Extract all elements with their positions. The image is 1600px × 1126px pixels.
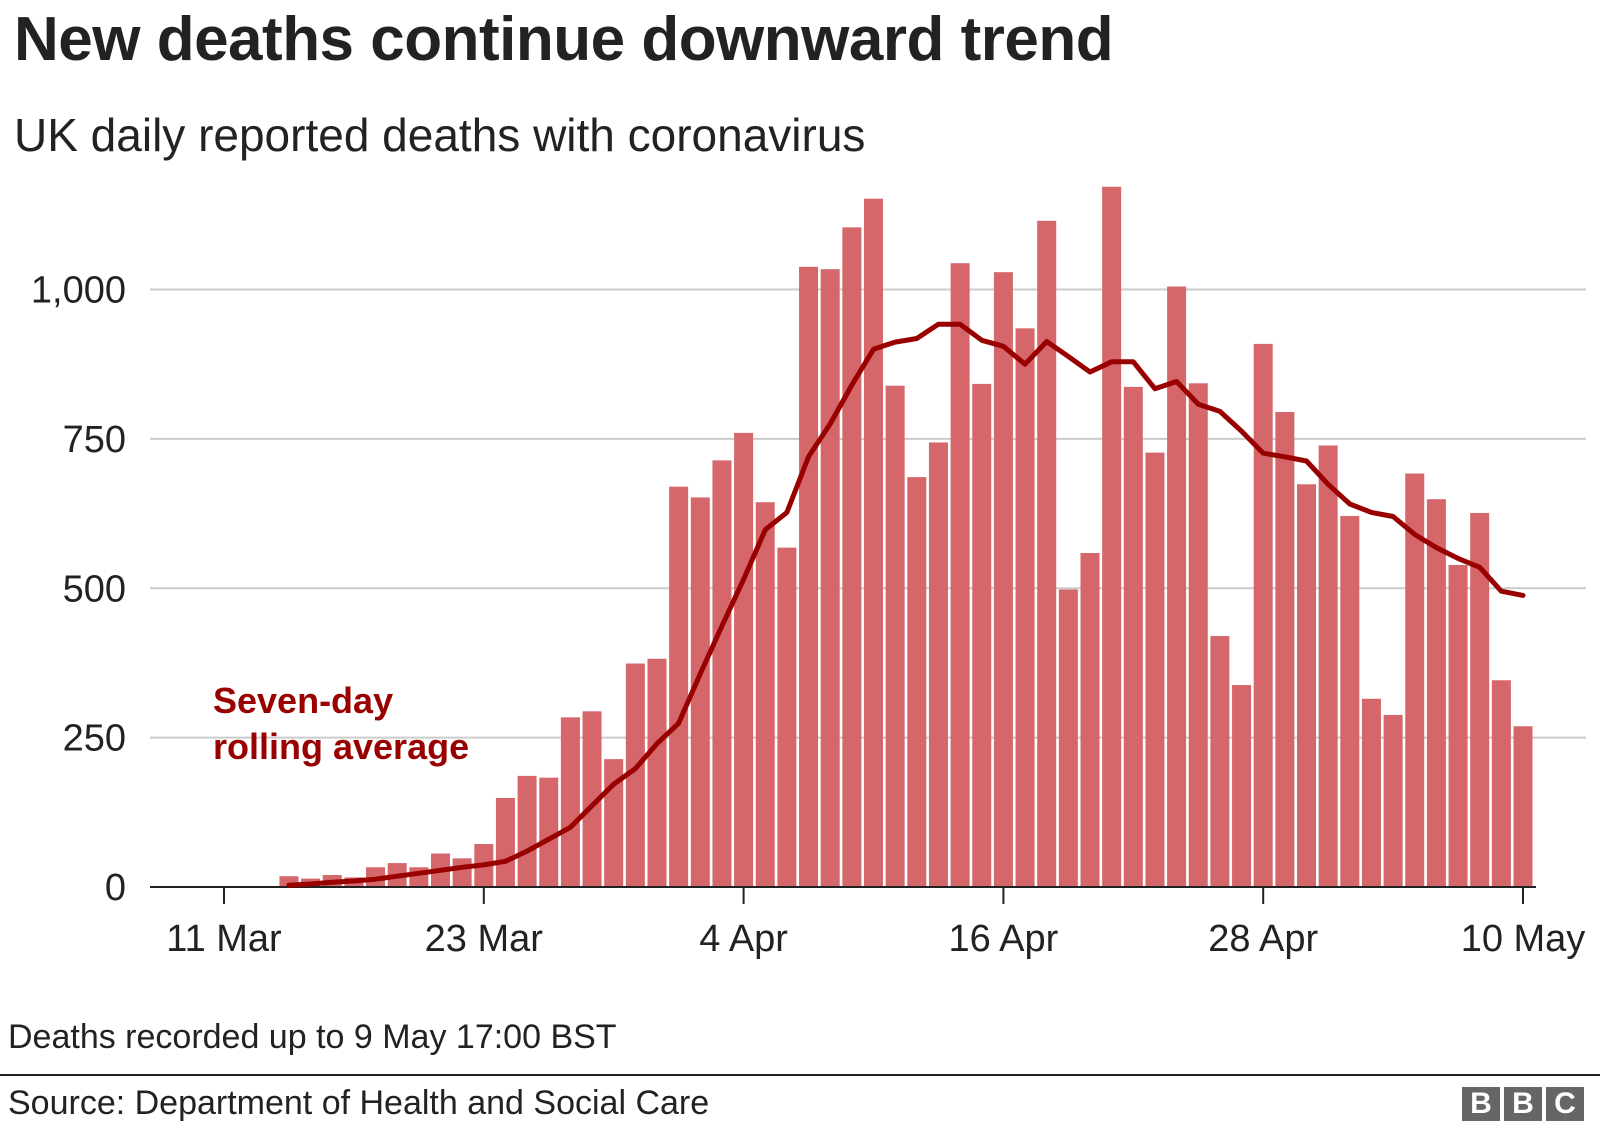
footer-divider (0, 1074, 1600, 1076)
bar (1210, 636, 1230, 887)
bar (1167, 286, 1187, 887)
bar (1123, 386, 1143, 887)
rolling-average-series (286, 321, 1526, 888)
bar (864, 198, 883, 887)
bbc-logo: B B C (1462, 1087, 1584, 1121)
bar (1491, 680, 1511, 887)
bar (1426, 499, 1446, 887)
source-credit: Source: Department of Health and Social … (8, 1084, 710, 1122)
bar (1232, 685, 1252, 887)
bar (1015, 328, 1035, 887)
bar (669, 486, 689, 887)
bar (1383, 714, 1403, 887)
bar (972, 383, 992, 887)
x-tick-label: 23 Mar (425, 918, 544, 960)
bar (1275, 411, 1295, 887)
bar (820, 269, 840, 887)
x-tick-label: 10 May (1461, 918, 1586, 960)
bar (690, 497, 710, 887)
bar (842, 227, 862, 888)
bbc-logo-block: B (1462, 1087, 1500, 1121)
x-tick-label: 28 Apr (1208, 918, 1318, 960)
bar (279, 876, 299, 887)
rolling-average-annotation: Seven-day rolling average (213, 680, 469, 767)
bar (1340, 515, 1360, 887)
bar (1253, 343, 1273, 887)
bar (1188, 383, 1208, 887)
bar (625, 663, 645, 887)
bar (1361, 698, 1381, 887)
bar (1145, 452, 1165, 887)
bar (907, 477, 927, 887)
y-tick-label: 500 (63, 568, 126, 610)
bar (1470, 512, 1490, 887)
bar (712, 460, 732, 887)
bar (647, 658, 667, 887)
x-tick-label: 11 Mar (166, 918, 282, 960)
chart-subtitle: UK daily reported deaths with coronaviru… (14, 109, 866, 161)
chart-title: New deaths continue downward trend (14, 5, 1114, 74)
chart-plot: 0 250 500 750 1,000 11 Mar 23 Mar 4 Apr 16 Apr 28… (31, 186, 1586, 961)
y-tick-label: 0 (105, 867, 126, 909)
bbc-logo-block: B (1504, 1087, 1542, 1121)
bar (560, 717, 580, 887)
bbc-logo-block: C (1546, 1087, 1584, 1121)
bar (1318, 445, 1338, 887)
y-tick-label: 1,000 (31, 270, 126, 312)
bar (539, 777, 559, 887)
x-tick-label: 16 Apr (948, 918, 1058, 960)
bar (777, 547, 797, 887)
bar (452, 858, 472, 887)
bar (1080, 552, 1100, 887)
bar (928, 442, 948, 887)
bar (799, 266, 819, 887)
bar (1297, 484, 1316, 887)
bar-series (279, 186, 1533, 888)
bar (1448, 564, 1468, 887)
footnote: Deaths recorded up to 9 May 17:00 BST (8, 1018, 617, 1056)
y-tick-label: 250 (63, 718, 126, 760)
x-tick-label: 4 Apr (699, 918, 788, 960)
bar (950, 263, 970, 888)
bar (1102, 186, 1122, 888)
bar (582, 711, 602, 887)
y-tick-label: 750 (63, 419, 126, 461)
bar (755, 502, 775, 887)
bar (517, 775, 537, 887)
bar (1058, 589, 1078, 887)
bar (1513, 726, 1533, 887)
rolling-average-line (286, 321, 1526, 888)
bar (1037, 220, 1057, 888)
bar (734, 432, 754, 887)
axis-labels: 0 250 500 750 1,000 11 Mar 23 Mar 4 Apr 16 Apr 28… (31, 270, 1585, 961)
bar (495, 797, 515, 887)
x-axis (150, 886, 1536, 904)
bar (1405, 473, 1425, 887)
bar (993, 272, 1013, 887)
bar (885, 385, 905, 887)
